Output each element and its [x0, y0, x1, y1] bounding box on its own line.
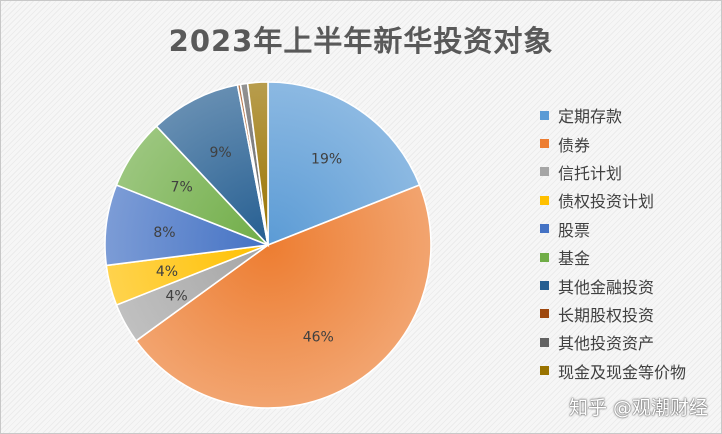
legend-swatch [540, 337, 549, 347]
data-label-5: 8% [153, 225, 175, 241]
legend-item-2: 债券 [540, 129, 686, 157]
legend-label: 长期股权投资 [558, 305, 655, 325]
legend-swatch [540, 224, 549, 234]
legend-label: 债权投资计划 [558, 192, 655, 212]
legend-item-4: 债权投资计划 [540, 186, 686, 214]
legend-item-7: 其他金融投资 [540, 271, 686, 299]
legend-label: 债券 [558, 135, 591, 155]
legend-swatch [540, 139, 549, 149]
legend-label: 现金及现金等价物 [558, 362, 687, 382]
legend-item-8: 长期股权投资 [540, 300, 686, 328]
legend-label: 定期存款 [558, 107, 623, 127]
legend-label: 基金 [558, 249, 591, 269]
legend-item-9: 其他投资资产 [540, 328, 686, 356]
legend-swatch [540, 110, 549, 120]
pie-slice-2 [135, 183, 432, 409]
data-label-6: 7% [171, 179, 193, 195]
data-label-1: 19% [311, 152, 342, 168]
pie-slice-1 [267, 81, 421, 247]
legend-item-6: 基金 [540, 243, 686, 271]
data-label-3: 4% [165, 288, 187, 304]
pie-slice-7 [155, 83, 270, 248]
legend-swatch [540, 167, 549, 177]
data-label-2: 46% [303, 329, 334, 345]
legend-label: 其他投资资产 [558, 334, 655, 354]
legend-item-3: 信托计划 [540, 158, 686, 186]
legend-label: 股票 [558, 220, 591, 240]
legend-item-10: 现金及现金等价物 [540, 357, 686, 385]
data-label-7: 9% [209, 145, 231, 161]
legend: 定期存款债券信托计划债权投资计划 股票基金其他金融投资 长期股权投资 其他投资资产现金… [540, 101, 686, 385]
data-label-4: 4% [156, 264, 178, 280]
legend-item-5: 股票 [540, 215, 686, 243]
legend-swatch [540, 309, 549, 319]
legend-swatch [540, 195, 549, 205]
legend-item-1: 定期存款 [540, 101, 686, 129]
legend-swatch [540, 366, 549, 376]
legend-label: 信托计划 [558, 163, 623, 183]
chart-title: 2023年上半年新华投资对象 [168, 24, 554, 58]
legend-swatch [540, 281, 549, 291]
legend-label: 其他金融投资 [558, 277, 655, 297]
watermark: 知乎 @观潮财经 [568, 397, 708, 419]
legend-swatch [540, 252, 549, 262]
pie-slice-10 [246, 81, 269, 246]
